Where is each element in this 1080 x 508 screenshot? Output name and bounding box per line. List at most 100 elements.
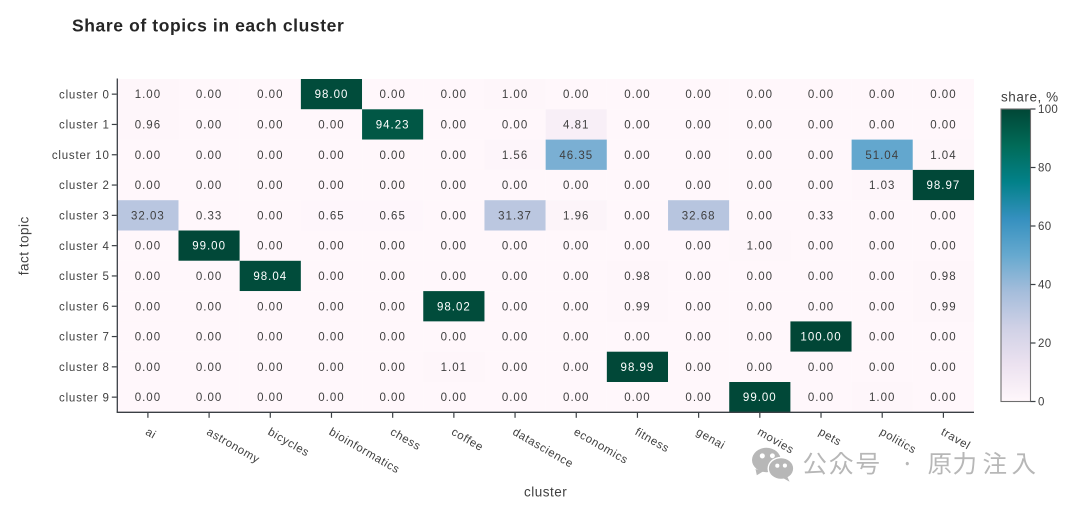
svg-text:0.00: 0.00 xyxy=(563,89,589,101)
svg-text:0.00: 0.00 xyxy=(563,362,589,374)
svg-text:1.01: 1.01 xyxy=(441,362,467,374)
svg-text:0.00: 0.00 xyxy=(257,150,283,162)
svg-text:0.00: 0.00 xyxy=(135,180,161,192)
svg-text:99.00: 99.00 xyxy=(192,241,226,253)
svg-text:100: 100 xyxy=(1038,104,1058,116)
svg-text:98.02: 98.02 xyxy=(437,301,471,313)
svg-text:0.00: 0.00 xyxy=(685,392,711,404)
svg-text:0.00: 0.00 xyxy=(502,362,528,374)
svg-text:0.33: 0.33 xyxy=(196,210,222,222)
svg-text:0.00: 0.00 xyxy=(747,332,773,344)
svg-text:0.98: 0.98 xyxy=(624,271,650,283)
svg-text:0.00: 0.00 xyxy=(869,119,895,131)
svg-text:0.00: 0.00 xyxy=(318,362,344,374)
svg-text:0.98: 0.98 xyxy=(930,271,956,283)
svg-text:1.03: 1.03 xyxy=(869,180,895,192)
svg-text:0.00: 0.00 xyxy=(869,271,895,283)
svg-text:1.56: 1.56 xyxy=(502,150,528,162)
svg-text:0.00: 0.00 xyxy=(196,180,222,192)
svg-text:0.99: 0.99 xyxy=(930,301,956,313)
svg-text:0.00: 0.00 xyxy=(563,332,589,344)
svg-text:1.00: 1.00 xyxy=(135,89,161,101)
svg-text:0.00: 0.00 xyxy=(747,301,773,313)
svg-text:0.00: 0.00 xyxy=(747,210,773,222)
svg-text:cluster 5: cluster 5 xyxy=(59,271,110,283)
svg-text:0.00: 0.00 xyxy=(502,392,528,404)
svg-text:0.00: 0.00 xyxy=(808,301,834,313)
svg-text:0.00: 0.00 xyxy=(685,150,711,162)
svg-text:0.00: 0.00 xyxy=(441,180,467,192)
svg-text:0.00: 0.00 xyxy=(930,89,956,101)
svg-text:0.00: 0.00 xyxy=(869,362,895,374)
svg-text:cluster 10: cluster 10 xyxy=(52,150,110,162)
svg-text:0.00: 0.00 xyxy=(196,150,222,162)
svg-text:0.00: 0.00 xyxy=(624,119,650,131)
svg-text:32.03: 32.03 xyxy=(131,210,165,222)
svg-text:1.00: 1.00 xyxy=(747,241,773,253)
svg-text:0.00: 0.00 xyxy=(808,180,834,192)
svg-text:0.00: 0.00 xyxy=(379,332,405,344)
svg-text:0.00: 0.00 xyxy=(379,362,405,374)
svg-text:0.00: 0.00 xyxy=(318,392,344,404)
svg-text:0.00: 0.00 xyxy=(930,210,956,222)
svg-text:0.00: 0.00 xyxy=(196,332,222,344)
svg-text:0.00: 0.00 xyxy=(441,210,467,222)
svg-text:98.97: 98.97 xyxy=(927,180,961,192)
svg-text:0.00: 0.00 xyxy=(257,332,283,344)
svg-text:0.00: 0.00 xyxy=(808,271,834,283)
svg-text:fact topic: fact topic xyxy=(17,216,32,275)
svg-text:0.00: 0.00 xyxy=(318,301,344,313)
svg-text:0.00: 0.00 xyxy=(196,271,222,283)
svg-text:0.00: 0.00 xyxy=(441,89,467,101)
svg-text:0.00: 0.00 xyxy=(379,89,405,101)
svg-text:32.68: 32.68 xyxy=(682,210,716,222)
svg-text:0.00: 0.00 xyxy=(685,332,711,344)
svg-text:0.00: 0.00 xyxy=(318,241,344,253)
svg-text:46.35: 46.35 xyxy=(559,150,593,162)
svg-text:0.00: 0.00 xyxy=(196,301,222,313)
svg-text:0.00: 0.00 xyxy=(257,241,283,253)
svg-text:99.00: 99.00 xyxy=(743,392,777,404)
svg-text:cluster 3: cluster 3 xyxy=(59,210,110,222)
svg-text:cluster 1: cluster 1 xyxy=(59,120,110,132)
svg-text:1.00: 1.00 xyxy=(869,392,895,404)
svg-text:100.00: 100.00 xyxy=(800,332,841,344)
svg-text:98.99: 98.99 xyxy=(621,362,655,374)
svg-text:0.00: 0.00 xyxy=(441,119,467,131)
svg-text:0.00: 0.00 xyxy=(930,362,956,374)
svg-text:0.00: 0.00 xyxy=(747,119,773,131)
svg-text:94.23: 94.23 xyxy=(376,119,410,131)
svg-text:0.00: 0.00 xyxy=(869,301,895,313)
svg-text:cluster: cluster xyxy=(524,485,567,500)
svg-text:Share of topics in each cluste: Share of topics in each cluster xyxy=(72,16,344,36)
svg-text:0.00: 0.00 xyxy=(747,150,773,162)
svg-text:0.00: 0.00 xyxy=(685,241,711,253)
svg-text:cluster 9: cluster 9 xyxy=(59,392,110,404)
svg-text:0.00: 0.00 xyxy=(135,150,161,162)
svg-text:0.00: 0.00 xyxy=(135,392,161,404)
svg-text:1.00: 1.00 xyxy=(502,89,528,101)
svg-text:0.00: 0.00 xyxy=(869,241,895,253)
svg-text:31.37: 31.37 xyxy=(498,210,532,222)
svg-text:0.00: 0.00 xyxy=(441,271,467,283)
svg-text:0.00: 0.00 xyxy=(196,89,222,101)
svg-text:0.00: 0.00 xyxy=(257,180,283,192)
svg-text:0.00: 0.00 xyxy=(318,271,344,283)
svg-text:0.00: 0.00 xyxy=(318,180,344,192)
svg-text:1.04: 1.04 xyxy=(930,150,956,162)
svg-text:0.00: 0.00 xyxy=(441,392,467,404)
svg-text:0.00: 0.00 xyxy=(808,119,834,131)
svg-text:0.65: 0.65 xyxy=(318,210,344,222)
svg-text:0.00: 0.00 xyxy=(502,271,528,283)
svg-text:0.00: 0.00 xyxy=(930,392,956,404)
svg-text:0.00: 0.00 xyxy=(624,392,650,404)
svg-text:0.00: 0.00 xyxy=(379,301,405,313)
svg-text:share, %: share, % xyxy=(1001,90,1059,105)
svg-text:0.00: 0.00 xyxy=(318,150,344,162)
svg-text:40: 40 xyxy=(1038,280,1051,292)
svg-text:0.00: 0.00 xyxy=(563,241,589,253)
svg-text:0.00: 0.00 xyxy=(502,119,528,131)
svg-text:80: 80 xyxy=(1038,163,1051,175)
svg-text:0.00: 0.00 xyxy=(563,301,589,313)
svg-text:0.65: 0.65 xyxy=(379,210,405,222)
